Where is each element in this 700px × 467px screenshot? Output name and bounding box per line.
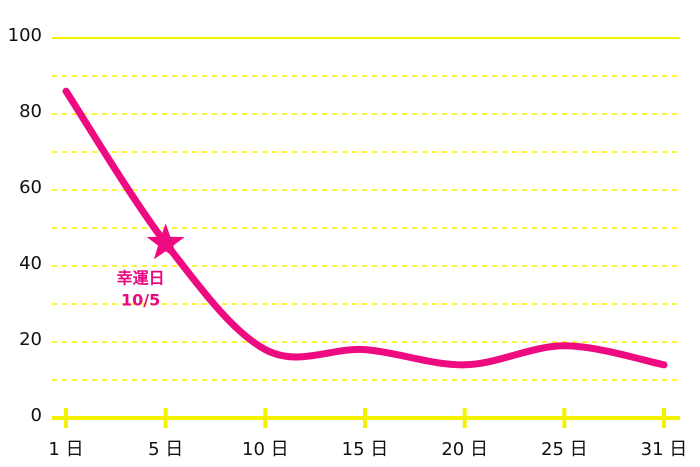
y-tick-label: 60	[19, 177, 42, 198]
x-tick-label: 1 日	[48, 439, 83, 460]
x-tick-label: 25 日	[541, 439, 588, 460]
annotation: 幸運日	[117, 269, 165, 288]
x-tick-label: 5 日	[148, 439, 183, 460]
x-tick-label: 31 日	[641, 439, 688, 460]
y-tick-label: 80	[19, 101, 42, 122]
x-tick-label: 20 日	[441, 439, 488, 460]
line	[62, 87, 668, 369]
star-marker	[146, 223, 185, 260]
x-tick-label: 15 日	[342, 439, 389, 460]
y-tick-label: 0	[31, 405, 42, 426]
annotation: 10/5	[121, 291, 160, 310]
y-tick-label: 40	[19, 253, 42, 274]
y-tick-label: 20	[19, 329, 42, 350]
y-tick-label: 100	[8, 25, 42, 46]
x-tick-label: 10 日	[242, 439, 289, 460]
